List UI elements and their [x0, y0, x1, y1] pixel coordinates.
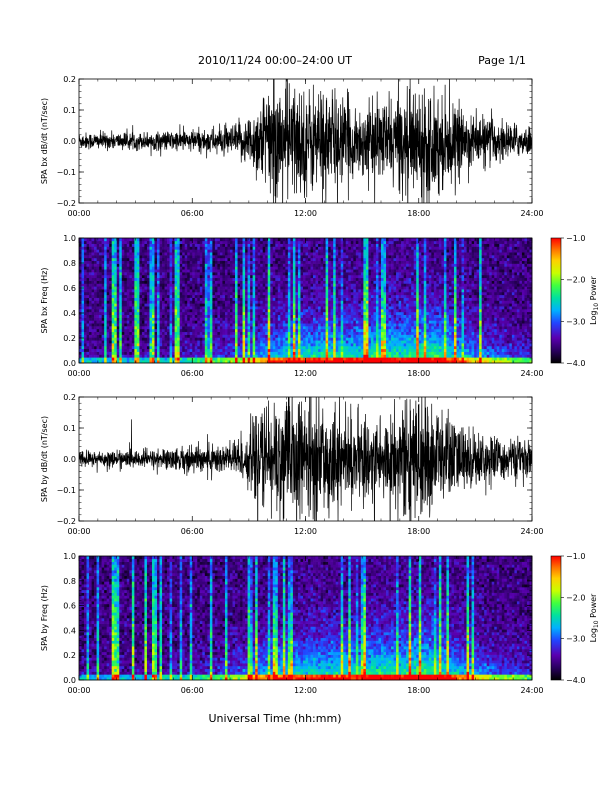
y-tick-label: 0.8	[63, 259, 76, 268]
panel-by-waveform: 0.2 0.1 0.0 −0.1 −0.200:00 06:00 12:00 18:00 24:…	[40, 393, 544, 536]
x-tick-label: 12:00	[294, 369, 317, 378]
x-tick-label: 24:00	[520, 209, 543, 218]
y-tick-label: 0.2	[63, 334, 76, 343]
spectrogram-cells	[79, 238, 533, 364]
panel-bx-spectrogram: −1.0 −2.0 −3.0 −4.0 Log10 Power 1.0 0.8 0.6 0.4 0…	[40, 234, 600, 378]
x-tick-label: 06:00	[181, 209, 204, 218]
x-tick-label: 00:00	[67, 527, 90, 536]
colorbar-tick-label: −3.0	[566, 635, 585, 644]
x-tick-label: 12:00	[294, 209, 317, 218]
y-tick-label: −0.1	[57, 486, 76, 495]
y-tick-label: 0.1	[63, 106, 76, 115]
y-axis-label: SPA bx dB/dt (nT/sec)	[40, 98, 49, 184]
colorbar-tick-label: −1.0	[566, 234, 585, 243]
y-axis-label: SPA by Freq (Hz)	[40, 585, 49, 651]
x-tick-label: 18:00	[407, 209, 430, 218]
colorbar-tick-label: −2.0	[566, 276, 585, 285]
spectrogram-cells	[79, 556, 533, 681]
x-axis-title: Universal Time (hh:mm)	[209, 712, 342, 725]
colorbar-tick-label: −3.0	[566, 317, 585, 326]
x-tick-label: 06:00	[181, 527, 204, 536]
x-tick-label: 18:00	[407, 369, 430, 378]
colorbar	[550, 555, 562, 681]
y-tick-label: 0.0	[63, 359, 76, 368]
x-tick-label: 24:00	[520, 527, 543, 536]
x-tick-label: 06:00	[181, 686, 204, 695]
colorbar-label: Log10 Power	[589, 593, 600, 642]
y-axis-label: SPA bx Freq (Hz)	[40, 268, 49, 334]
y-tick-label: 0.6	[63, 284, 76, 293]
y-tick-label: 0.0	[63, 676, 76, 685]
y-tick-label: 0.4	[63, 626, 76, 635]
x-tick-label: 18:00	[407, 686, 430, 695]
figure-title: 2010/11/24 00:00–24:00 UT	[198, 54, 352, 67]
y-tick-label: 0.2	[63, 393, 76, 402]
y-tick-label: 0.2	[63, 651, 76, 660]
x-tick-label: 00:00	[67, 369, 90, 378]
colorbar-tick-label: −1.0	[566, 552, 585, 561]
y-axis-label: SPA by dB/dt (nT/sec)	[40, 416, 49, 502]
colorbar-tick-label: −4.0	[566, 359, 585, 368]
x-tick-label: 00:00	[67, 686, 90, 695]
colorbar-tick-label: −2.0	[566, 593, 585, 602]
y-tick-label: 0.4	[63, 309, 76, 318]
y-tick-label: −0.2	[57, 199, 76, 208]
x-tick-label: 18:00	[407, 527, 430, 536]
y-tick-label: 0.8	[63, 577, 76, 586]
panel-by-spectrogram: −1.0 −2.0 −3.0 −4.0 Log10 Power 1.0 0.8 0.6 0.4 0…	[40, 552, 600, 695]
y-tick-label: 0.6	[63, 602, 76, 611]
page-label: Page 1/1	[478, 54, 526, 67]
x-tick-label: 24:00	[520, 369, 543, 378]
y-tick-label: 0.0	[63, 137, 76, 146]
waveform-trace	[79, 79, 532, 203]
y-tick-label: −0.1	[57, 168, 76, 177]
colorbar	[550, 237, 562, 364]
colorbar-tick-label: −4.0	[566, 676, 585, 685]
x-tick-label: 12:00	[294, 686, 317, 695]
waveform-trace	[79, 397, 532, 521]
y-tick-label: 0.2	[63, 75, 76, 84]
x-tick-label: 12:00	[294, 527, 317, 536]
y-tick-label: −0.2	[57, 517, 76, 526]
x-tick-label: 06:00	[181, 369, 204, 378]
y-tick-label: 1.0	[63, 552, 76, 561]
x-tick-label: 24:00	[520, 686, 543, 695]
colorbar-label: Log10 Power	[589, 275, 600, 324]
x-tick-label: 00:00	[67, 209, 90, 218]
y-tick-label: 1.0	[63, 234, 76, 243]
y-tick-label: 0.1	[63, 424, 76, 433]
panel-bx-waveform: 0.2 0.1 0.0 −0.1 −0.200:00 06:00 12:00 18:00 24:…	[40, 75, 544, 218]
y-tick-label: 0.0	[63, 455, 76, 464]
